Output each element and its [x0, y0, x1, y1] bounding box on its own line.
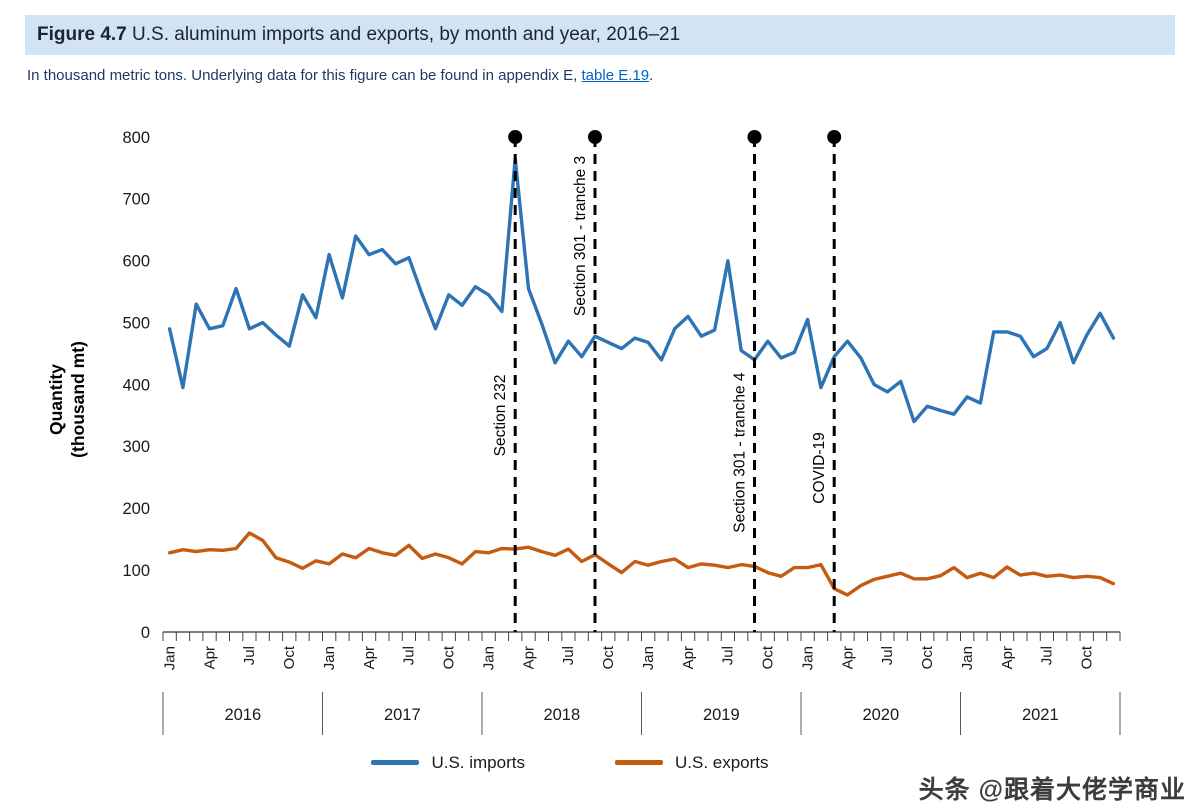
- event-label: Section 301 - tranche 3: [572, 156, 589, 316]
- appendix-table-link[interactable]: table E.19: [581, 66, 650, 84]
- legend-item-imports: U.S. imports: [371, 753, 525, 773]
- svg-text:300: 300: [122, 438, 150, 456]
- series-line-imports: [167, 156, 1116, 424]
- event-dot: [827, 129, 842, 144]
- subtitle-suffix: .: [649, 66, 654, 84]
- svg-text:(thousand mt): (thousand mt): [68, 341, 88, 458]
- svg-text:Oct: Oct: [600, 645, 617, 669]
- svg-text:Apr: Apr: [839, 646, 856, 669]
- svg-text:500: 500: [122, 314, 150, 332]
- svg-text:Jan: Jan: [480, 646, 497, 670]
- imports-line-swatch: [371, 760, 420, 766]
- figure-title-bar: Figure 4.7 U.S. aluminum imports and exp…: [25, 15, 1175, 55]
- svg-text:Jul: Jul: [720, 646, 737, 665]
- svg-text:600: 600: [122, 252, 150, 270]
- line-chart: 0 100 200 300 400 500 600 700 800 Quantity (thousa…: [46, 129, 1121, 735]
- svg-text:700: 700: [122, 190, 150, 208]
- y-axis-title: Quantity (thousand mt): [46, 341, 88, 458]
- svg-text:Oct: Oct: [919, 645, 936, 669]
- imports-legend-label: U.S. imports: [431, 752, 525, 772]
- svg-text:Oct: Oct: [441, 645, 458, 669]
- svg-text:2018: 2018: [543, 706, 580, 724]
- event-dot: [508, 129, 523, 144]
- chart-legend: U.S. imports U.S. exports: [0, 753, 1170, 773]
- figure-label: Figure 4.7: [37, 24, 127, 45]
- svg-text:2020: 2020: [862, 706, 899, 724]
- svg-text:Jan: Jan: [799, 646, 816, 670]
- event-markers: Section 232 Section 301 - tranche 3 Sectio…: [492, 129, 842, 632]
- svg-text:Quantity: Quantity: [46, 364, 66, 435]
- svg-text:Oct: Oct: [1079, 645, 1096, 669]
- svg-text:Oct: Oct: [281, 645, 298, 669]
- page: { "figure": { "label": "Figure 4.7", "ti…: [0, 15, 1200, 805]
- figure-subtitle: In thousand metric tons. Underlying data…: [27, 67, 1175, 84]
- chart-container: 0 100 200 300 400 500 600 700 800 Quantity (thousa…: [0, 92, 1200, 749]
- svg-text:2019: 2019: [703, 706, 740, 724]
- event-label: Section 301 - tranche 4: [732, 372, 749, 533]
- exports-line-swatch: [614, 760, 663, 766]
- x-axis: [162, 631, 1121, 641]
- series-line-exports: [167, 531, 1116, 597]
- svg-text:Jul: Jul: [401, 646, 418, 665]
- svg-text:0: 0: [141, 624, 150, 642]
- svg-text:Jul: Jul: [241, 646, 258, 665]
- svg-text:100: 100: [122, 562, 150, 580]
- svg-text:400: 400: [122, 376, 150, 394]
- svg-text:Jan: Jan: [161, 646, 178, 670]
- svg-text:2016: 2016: [224, 706, 261, 724]
- svg-text:Jan: Jan: [959, 646, 976, 670]
- svg-text:Jul: Jul: [1039, 646, 1056, 665]
- svg-text:Apr: Apr: [680, 646, 697, 669]
- svg-text:Jan: Jan: [640, 646, 657, 670]
- svg-text:Jan: Jan: [321, 646, 338, 670]
- event-dot: [747, 129, 762, 144]
- event-label: Section 232: [492, 374, 509, 456]
- svg-text:Apr: Apr: [361, 646, 378, 669]
- svg-text:800: 800: [122, 129, 150, 147]
- event-dot: [588, 129, 602, 144]
- y-axis-tick-labels: 0 100 200 300 400 500 600 700 800: [122, 129, 150, 642]
- x-axis-month-labels: Jan Apr Jul Oct Jan Apr Jul Oct Jan Apr Jul Oct Jan A…: [161, 645, 1095, 670]
- svg-text:Apr: Apr: [999, 646, 1016, 669]
- event-label: COVID-19: [811, 432, 828, 504]
- legend-item-exports: U.S. exports: [614, 752, 769, 773]
- svg-text:Oct: Oct: [760, 645, 777, 669]
- svg-text:Jul: Jul: [560, 646, 577, 665]
- exports-legend-label: U.S. exports: [674, 752, 769, 772]
- svg-text:2017: 2017: [384, 706, 421, 724]
- svg-text:Apr: Apr: [520, 646, 537, 669]
- watermark: 头条 @跟着大佬学商业: [918, 776, 1186, 804]
- svg-text:2021: 2021: [1022, 706, 1059, 724]
- svg-text:Apr: Apr: [201, 646, 218, 669]
- figure-title: U.S. aluminum imports and exports, by mo…: [126, 24, 681, 45]
- svg-text:200: 200: [122, 500, 150, 518]
- svg-text:Jul: Jul: [879, 646, 896, 665]
- subtitle-text: In thousand metric tons. Underlying data…: [27, 66, 582, 84]
- x-axis-year-labels: 2016 2017 2018 2019 2020 2021: [162, 691, 1121, 735]
